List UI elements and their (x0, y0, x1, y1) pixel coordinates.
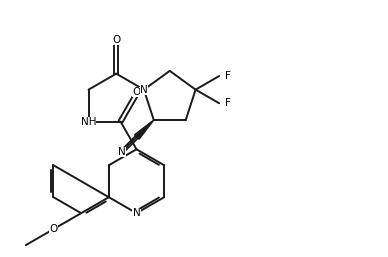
FancyBboxPatch shape (83, 118, 94, 125)
Text: N: N (133, 208, 140, 218)
Text: O: O (49, 224, 57, 234)
FancyBboxPatch shape (140, 86, 147, 94)
FancyBboxPatch shape (113, 38, 120, 45)
Text: NH: NH (81, 117, 96, 127)
Text: O: O (132, 87, 140, 97)
FancyBboxPatch shape (132, 209, 141, 217)
FancyBboxPatch shape (119, 148, 126, 155)
Text: F: F (225, 71, 231, 81)
Text: N: N (140, 85, 148, 95)
Polygon shape (135, 120, 154, 139)
Text: F: F (225, 98, 231, 108)
FancyBboxPatch shape (50, 226, 57, 233)
FancyBboxPatch shape (133, 90, 140, 97)
Text: N: N (118, 147, 126, 157)
Text: O: O (112, 35, 120, 45)
